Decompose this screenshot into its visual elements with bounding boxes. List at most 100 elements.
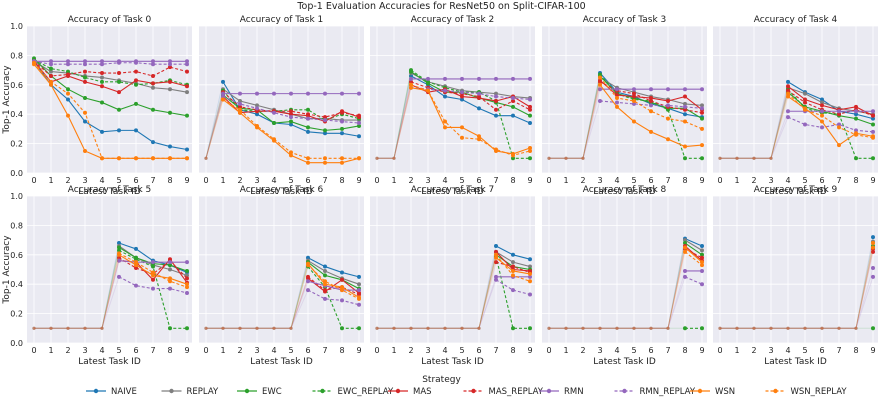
data-point <box>837 112 841 117</box>
data-point <box>666 98 670 103</box>
data-point-faded <box>735 326 739 330</box>
data-point-faded <box>854 326 858 330</box>
series-line-faded <box>205 92 224 159</box>
data-point <box>683 156 687 161</box>
data-point <box>185 268 189 273</box>
data-point-faded <box>272 326 276 330</box>
x-axis-label: Latest Task ID <box>421 357 484 367</box>
data-point-faded <box>392 156 396 160</box>
legend-swatch-marker <box>622 388 627 394</box>
data-point <box>683 326 687 331</box>
data-point <box>494 277 498 282</box>
data-point-faded <box>409 326 413 330</box>
series-wsn-replay <box>32 251 189 330</box>
data-point <box>151 260 155 265</box>
data-point <box>83 62 87 67</box>
series-wsn-replay <box>204 97 361 161</box>
data-point-faded <box>477 326 481 330</box>
data-point-faded <box>100 326 104 330</box>
data-point-faded <box>666 326 670 330</box>
data-point-faded <box>718 326 722 330</box>
data-point-faded <box>803 326 807 330</box>
data-point <box>289 153 293 158</box>
data-point <box>185 285 189 290</box>
series-line <box>684 247 703 263</box>
data-point <box>871 266 875 271</box>
data-point-faded <box>735 326 739 330</box>
panel-title: Accuracy of Task 6 <box>240 185 324 195</box>
data-point-faded <box>615 326 619 330</box>
data-point <box>700 126 704 131</box>
x-tick-label: 0 <box>203 346 208 355</box>
data-point-faded <box>477 326 481 330</box>
data-point-faded <box>547 156 551 160</box>
data-point-faded <box>204 326 208 330</box>
data-point <box>871 274 875 279</box>
data-point-faded <box>255 326 259 330</box>
data-point <box>185 84 189 89</box>
data-point <box>272 137 276 142</box>
data-point-faded <box>238 326 242 330</box>
data-point <box>151 270 155 275</box>
data-point-faded <box>854 326 858 330</box>
data-point <box>803 122 807 127</box>
data-point-faded <box>238 326 242 330</box>
data-point-faded <box>718 156 722 160</box>
data-point <box>511 268 515 273</box>
data-point <box>238 91 242 96</box>
data-point-faded <box>615 326 619 330</box>
data-point-faded <box>32 326 36 330</box>
data-point <box>649 96 653 101</box>
data-point <box>117 248 121 253</box>
series-wsn-replay <box>547 249 704 330</box>
data-point <box>700 116 704 121</box>
data-point <box>357 282 361 287</box>
data-point-faded <box>837 326 841 330</box>
series-wsn-replay <box>718 91 875 160</box>
data-point <box>494 94 498 99</box>
data-point-faded <box>375 156 379 160</box>
data-point <box>100 62 104 67</box>
series-rmn-replay <box>204 94 361 160</box>
series-line <box>33 62 187 159</box>
data-point <box>168 276 172 281</box>
series-rmn-replay <box>204 288 361 330</box>
data-point-faded <box>477 326 481 330</box>
x-tick-label: 5 <box>459 346 464 355</box>
data-point-faded <box>443 326 447 330</box>
series-line-faded <box>720 81 789 159</box>
data-point-faded <box>581 156 585 160</box>
data-point <box>289 115 293 120</box>
data-point <box>357 134 361 139</box>
data-point-faded <box>392 326 396 330</box>
data-point-faded <box>49 326 53 330</box>
data-point-faded <box>443 326 447 330</box>
data-point-faded <box>803 326 807 330</box>
panel-title: Accuracy of Task 1 <box>240 15 324 25</box>
x-tick-label: 1 <box>48 346 53 355</box>
data-point-faded <box>289 326 293 330</box>
x-tick-label: 4 <box>785 176 790 185</box>
data-point <box>323 282 327 287</box>
data-point-faded <box>598 326 602 330</box>
series-line-faded <box>549 270 686 329</box>
data-point <box>820 103 824 108</box>
x-tick-label: 1 <box>734 346 739 355</box>
data-point-faded <box>375 156 379 160</box>
data-point <box>185 273 189 278</box>
data-point-faded <box>547 326 551 330</box>
data-point-faded <box>820 326 824 330</box>
data-point-faded <box>255 326 259 330</box>
data-point <box>117 258 121 263</box>
data-point-faded <box>238 326 242 330</box>
data-point <box>357 123 361 128</box>
series-line-faded <box>34 254 120 329</box>
data-point-faded <box>392 326 396 330</box>
data-point <box>786 88 790 93</box>
data-point-faded <box>204 326 208 330</box>
data-point-faded <box>547 326 551 330</box>
data-point-faded <box>49 326 53 330</box>
data-point <box>66 91 70 96</box>
data-point <box>494 98 498 103</box>
data-point <box>871 135 875 140</box>
